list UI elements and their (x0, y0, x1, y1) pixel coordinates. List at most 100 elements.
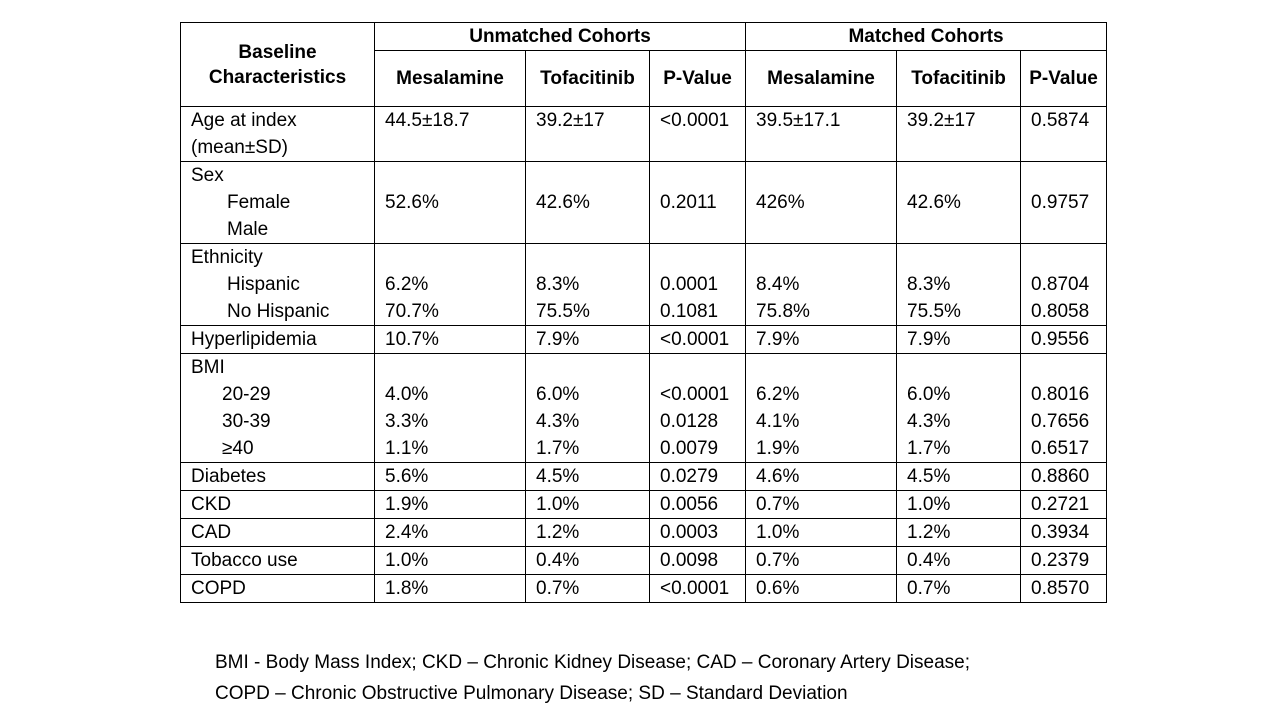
value: 44.5±18.7 (385, 110, 470, 131)
value: 0.7% (756, 494, 800, 515)
value: 10.7% (385, 329, 439, 350)
value: 39.2±17 (907, 110, 976, 131)
footnote-line-2: COPD – Chronic Obstructive Pulmonary Dis… (215, 683, 848, 704)
value: 0.9556 (1031, 329, 1090, 350)
matched-p-value-cell: 0.8704 0.8058 (1020, 243, 1108, 326)
characteristic-cell: COPD (180, 574, 375, 603)
matched-mesalamine-cell: 0.7% (745, 546, 898, 575)
matched-mesalamine-cell: 0.7% (745, 490, 898, 519)
matched-tofacitinib-cell: 6.0% 4.3% 1.7% (896, 353, 1022, 463)
value (385, 244, 515, 271)
value (756, 244, 886, 271)
characteristic-cell: CKD (180, 490, 375, 519)
table-header: Baseline Characteristics Unmatched Cohor… (180, 22, 1108, 107)
matched-p-value-cell: 0.2721 (1020, 490, 1108, 519)
value: 1.7% (536, 438, 580, 459)
value: 0.8570 (1031, 578, 1090, 599)
value (660, 244, 735, 271)
value (907, 244, 1010, 271)
matched-p-value-cell: 0.9757 (1020, 161, 1108, 244)
value (385, 216, 515, 243)
matched-mesalamine-cell: 0.6% (745, 574, 898, 603)
value: 0.8016 (1031, 384, 1090, 405)
value: 1.0% (385, 550, 429, 571)
value: 7.9% (536, 329, 580, 350)
value: 2.4% (385, 522, 429, 543)
table-row: BMI 20-29 30-39 ≥40 4.0% 3.3% 1.1% 6.0% 4.3% 1.… (180, 353, 1108, 463)
value: 0.7656 (1031, 411, 1090, 432)
matched-mesalamine-cell: 426% (745, 161, 898, 244)
value: 1.0% (756, 522, 800, 543)
characteristic-label: CAD (191, 522, 232, 543)
value: 0.0128 (660, 411, 719, 432)
value: 4.0% (385, 384, 429, 405)
matched-p-value-cell: 0.8016 0.7656 0.6517 (1020, 353, 1108, 463)
unmatched-p-value-cell: 0.0098 (648, 546, 747, 575)
characteristic-cell: CAD (180, 518, 375, 547)
characteristic-cell: Diabetes (180, 462, 375, 491)
value: 75.5% (536, 301, 590, 322)
value: 0.7% (907, 578, 951, 599)
table-row: CKD 1.9% 1.0% 0.0056 0.7% 1.0% 0.2721 (180, 490, 1108, 519)
unmatched-mesalamine-cell: 5.6% (374, 462, 526, 491)
unmatched-mesalamine-cell: 2.4% (374, 518, 526, 547)
unmatched-cohorts-header: Unmatched Cohorts (373, 22, 747, 51)
value: 0.0056 (660, 494, 719, 515)
value: 8.3% (907, 274, 951, 295)
matched-mesalamine-cell: 1.0% (745, 518, 898, 547)
unmatched-tofacitinib-cell: 1.0% (525, 490, 650, 519)
value: 3.3% (385, 411, 429, 432)
matched-tofacitinib-cell: 1.0% (896, 490, 1022, 519)
value: 0.8704 (1031, 274, 1090, 295)
characteristic-sublabel: Male (227, 219, 269, 240)
value: 0.0079 (660, 438, 719, 459)
value: 52.6% (385, 192, 439, 213)
value (660, 162, 735, 189)
value: 0.1081 (660, 301, 719, 322)
characteristic-cell: BMI 20-29 30-39 ≥40 (180, 353, 375, 463)
unmatched-p-value-header: P-Value (648, 50, 747, 107)
value (660, 216, 735, 243)
value: 7.9% (756, 329, 800, 350)
unmatched-mesalamine-header: Mesalamine (374, 50, 526, 107)
table-row: Diabetes 5.6% 4.5% 0.0279 4.6% 4.5% 0.8860 (180, 462, 1108, 491)
value: 0.5874 (1031, 110, 1090, 131)
table-body: Age at index (mean±SD) 44.5±18.7 39.2±17 <0.… (180, 106, 1108, 603)
characteristic-label: Age at index (191, 110, 297, 131)
characteristic-cell: Hyperlipidemia (180, 325, 375, 354)
value: 42.6% (907, 192, 961, 213)
value: 6.0% (907, 384, 951, 405)
characteristic-sublabel: Hispanic (227, 274, 300, 295)
matched-tofacitinib-cell: 4.5% (896, 462, 1022, 491)
characteristic-cell: Tobacco use (180, 546, 375, 575)
value: <0.0001 (660, 384, 730, 405)
value (536, 244, 639, 271)
unmatched-p-value-cell: 0.0003 (648, 518, 747, 547)
value: 426% (756, 192, 805, 213)
table-row: Age at index (mean±SD) 44.5±18.7 39.2±17 <0.… (180, 106, 1108, 162)
matched-tofacitinib-cell: 0.4% (896, 546, 1022, 575)
value: 7.9% (907, 329, 951, 350)
table-row: Tobacco use 1.0% 0.4% 0.0098 0.7% 0.4% 0.2379 (180, 546, 1108, 575)
value (1031, 216, 1096, 243)
value: 0.2721 (1031, 494, 1090, 515)
value: 70.7% (385, 301, 439, 322)
value: <0.0001 (660, 578, 730, 599)
unmatched-mesalamine-cell: 1.0% (374, 546, 526, 575)
matched-p-value-cell: 0.3934 (1020, 518, 1108, 547)
value: 1.0% (907, 494, 951, 515)
value (907, 216, 1010, 243)
value (1031, 162, 1096, 189)
value (660, 354, 735, 381)
unmatched-mesalamine-cell: 52.6% (374, 161, 526, 244)
unmatched-mesalamine-cell: 44.5±18.7 (374, 106, 526, 162)
unmatched-mesalamine-cell: 10.7% (374, 325, 526, 354)
value: 0.2379 (1031, 550, 1090, 571)
matched-tofacitinib-cell: 7.9% (896, 325, 1022, 354)
matched-tofacitinib-cell: 39.2±17 (896, 106, 1022, 162)
matched-tofacitinib-cell: 42.6% (896, 161, 1022, 244)
unmatched-tofacitinib-cell: 6.0% 4.3% 1.7% (525, 353, 650, 463)
unmatched-tofacitinib-header: Tofacitinib (525, 50, 650, 107)
matched-mesalamine-cell: 8.4% 75.8% (745, 243, 898, 326)
unmatched-p-value-cell: <0.0001 (648, 325, 747, 354)
